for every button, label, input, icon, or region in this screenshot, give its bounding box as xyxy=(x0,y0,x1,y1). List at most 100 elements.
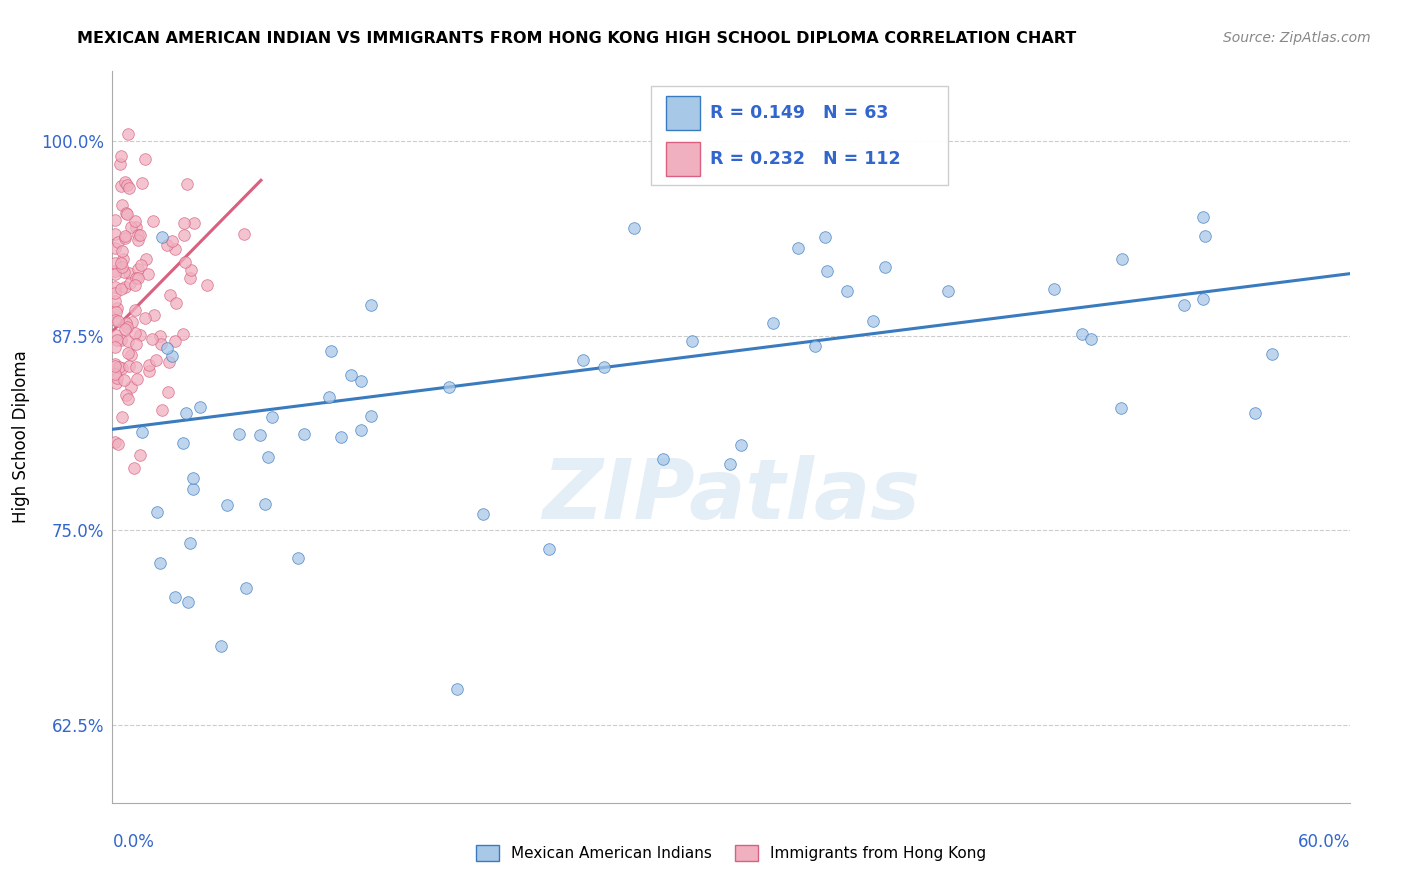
Point xyxy=(118,359,141,374)
Point xyxy=(195,277,218,292)
Point xyxy=(107,437,129,451)
Point xyxy=(181,482,204,496)
Point xyxy=(815,263,838,277)
Point xyxy=(141,332,163,346)
Point xyxy=(173,216,195,230)
Point xyxy=(150,402,173,417)
Point xyxy=(1071,327,1094,342)
Point xyxy=(150,229,173,244)
Point xyxy=(228,427,250,442)
Point xyxy=(143,309,166,323)
Point xyxy=(157,384,180,399)
Point xyxy=(172,436,194,450)
Point xyxy=(112,265,135,279)
Point xyxy=(360,409,382,423)
Point xyxy=(117,178,139,193)
Point xyxy=(115,320,138,334)
Point xyxy=(105,301,128,316)
Point xyxy=(103,267,125,281)
Point xyxy=(110,282,132,296)
Point xyxy=(786,241,808,255)
Point xyxy=(163,334,186,348)
Point xyxy=(814,230,837,244)
Point xyxy=(127,233,149,247)
Point xyxy=(129,227,152,242)
Point xyxy=(146,505,169,519)
Point xyxy=(103,435,125,450)
Point xyxy=(173,227,195,242)
Point xyxy=(105,305,128,319)
Point xyxy=(1080,332,1102,346)
Point xyxy=(163,242,186,256)
Point xyxy=(718,457,741,471)
Point xyxy=(115,316,138,330)
Point xyxy=(287,551,309,566)
Point xyxy=(117,334,139,348)
Point xyxy=(936,284,959,298)
Point xyxy=(124,302,146,317)
Point xyxy=(134,311,156,326)
Point xyxy=(249,428,271,442)
Point xyxy=(125,371,148,385)
Point xyxy=(103,359,125,373)
Point xyxy=(115,207,138,221)
Point xyxy=(103,227,125,242)
Point xyxy=(156,341,179,355)
Point xyxy=(762,316,785,330)
Point xyxy=(120,219,142,234)
Point xyxy=(125,337,148,351)
Point xyxy=(124,326,146,340)
Point xyxy=(129,327,152,342)
Point xyxy=(114,230,136,244)
Point xyxy=(162,234,184,248)
Point xyxy=(103,286,125,301)
Point xyxy=(125,360,148,375)
Point xyxy=(1043,282,1066,296)
Point xyxy=(235,581,257,595)
Point xyxy=(128,448,150,462)
Point xyxy=(149,556,172,570)
Point xyxy=(862,313,884,327)
Point xyxy=(105,371,128,385)
Point xyxy=(138,358,160,372)
Point xyxy=(124,278,146,293)
Point xyxy=(538,541,561,556)
Point xyxy=(571,352,593,367)
Point xyxy=(180,263,202,277)
Point xyxy=(593,359,616,374)
Point xyxy=(181,471,204,485)
Point xyxy=(105,376,128,390)
Point xyxy=(446,681,468,696)
Point xyxy=(165,296,187,310)
Point xyxy=(103,340,125,354)
Point xyxy=(111,244,134,259)
Point xyxy=(118,181,141,195)
Point xyxy=(120,349,142,363)
Point xyxy=(1192,210,1215,224)
Point xyxy=(1191,292,1213,306)
Point xyxy=(108,157,131,171)
Point xyxy=(179,536,201,550)
Point xyxy=(145,353,167,368)
Y-axis label: High School Diploma: High School Diploma xyxy=(13,351,30,524)
Point xyxy=(110,179,132,194)
Point xyxy=(1194,229,1216,244)
Point xyxy=(172,327,194,342)
Point xyxy=(122,460,145,475)
Point xyxy=(107,235,129,249)
Point xyxy=(114,206,136,220)
Point xyxy=(174,255,197,269)
Point xyxy=(131,425,153,439)
Point xyxy=(124,214,146,228)
Point xyxy=(804,339,827,353)
Point xyxy=(131,258,153,272)
Point xyxy=(124,271,146,285)
Point xyxy=(120,380,142,394)
Point xyxy=(623,220,645,235)
Point xyxy=(114,279,136,293)
Point xyxy=(110,256,132,270)
Point xyxy=(471,507,494,521)
FancyBboxPatch shape xyxy=(651,86,948,185)
Point xyxy=(149,337,172,351)
Point xyxy=(190,400,212,414)
